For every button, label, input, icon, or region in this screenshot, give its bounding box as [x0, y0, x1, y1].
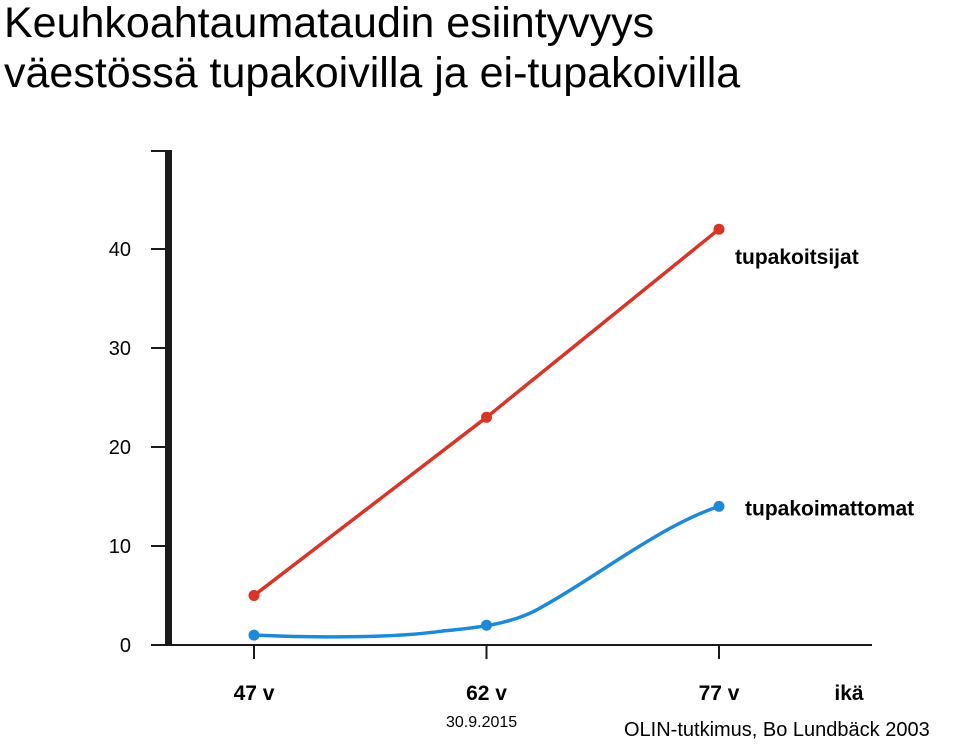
- y-axis-ticks: 0 10 20 30 40: [109, 239, 165, 657]
- y-tick-label: 0: [120, 635, 131, 657]
- x-tick-label: 47 v: [234, 682, 275, 705]
- chart-title: Keuhkoahtaumataudin esiintyvyys väestöss…: [4, 0, 740, 98]
- x-axis-ticks: 47 v 62 v 77 v ikä: [234, 645, 864, 705]
- axes: [151, 150, 872, 646]
- data-point: [481, 411, 492, 423]
- x-axis-label: ikä: [834, 682, 864, 705]
- y-axis-line: [165, 150, 172, 646]
- series-label: tupakoitsijat: [735, 246, 859, 269]
- data-point: [713, 500, 725, 512]
- data-point: [713, 223, 725, 235]
- chart-title-line-2: väestössä tupakoivilla ja ei-tupakoivill…: [4, 49, 741, 97]
- series-label: tupakoimattomat: [745, 497, 914, 520]
- data-point: [248, 590, 260, 601]
- chart-title-line-1: Keuhkoahtaumataudin esiintyvyys: [4, 0, 655, 47]
- source-footer: OLIN-tutkimus, Bo Lundbäck 2003: [624, 719, 930, 741]
- series-line-nonsmokers: [252, 504, 721, 639]
- data-point: [481, 619, 492, 631]
- y-tick-label: 10: [109, 536, 131, 558]
- x-tick-label: 62 v: [466, 682, 507, 705]
- y-tick-label: 30: [109, 338, 131, 360]
- data-point: [248, 629, 260, 641]
- x-tick-label: 77 v: [699, 682, 740, 705]
- y-tick-label: 20: [109, 437, 131, 459]
- date-footer: 30.9.2015: [446, 714, 518, 731]
- series-group: tupakoitsijat tupakoimattomat: [248, 223, 914, 641]
- y-tick-label: 40: [109, 239, 131, 261]
